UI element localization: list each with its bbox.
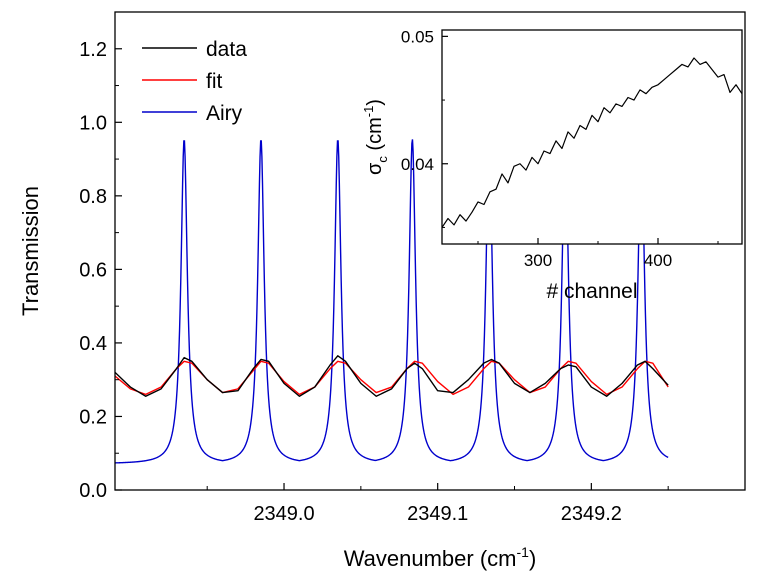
inset-x-tick-label: 300	[524, 251, 552, 270]
main-y-axis-title: Transmission	[18, 186, 43, 316]
inset-background	[442, 30, 742, 244]
main-legend: data fit Airy	[142, 38, 247, 125]
main-x-tick-label: 2349.0	[253, 503, 314, 525]
main-x-axis-title-tail: )	[529, 546, 536, 571]
main-chart: 0.0 0.2 0.4 0.6 0.8 1.0 1.2 2349.0 2349.1 2349.2…	[18, 11, 746, 571]
inset-y-tick-label: 0.04	[401, 155, 434, 174]
inset-y-tick-label: 0.05	[401, 27, 434, 46]
main-y-axis-ticks: 0.0 0.2 0.4 0.6 0.8 1.0 1.2	[79, 39, 122, 502]
main-y-tick-label: 0.6	[79, 259, 107, 281]
main-y-tick-label: 0.2	[79, 406, 107, 428]
inset-y-axis-title-tail: )	[364, 99, 386, 106]
main-plot-frame	[114, 11, 746, 491]
inset-y-axis-ticks: 0.04 0.05	[401, 27, 448, 228]
inset-y-axis-title: σc (cm-1)	[361, 99, 390, 175]
main-series-group	[115, 139, 669, 464]
inset-series-group	[442, 57, 742, 228]
legend-label-airy: Airy	[206, 102, 243, 125]
legend-label-data: data	[206, 38, 247, 61]
main-y-tick-label: 1.2	[79, 39, 107, 61]
inset-y-axis-title-superscript: -1	[361, 106, 376, 118]
main-x-axis-ticks: 2349.0 2349.1 2349.2	[206, 483, 669, 525]
main-x-axis-title: Wavenumber (cm-1)	[344, 544, 537, 571]
main-y-tick-label: 0.8	[79, 186, 107, 208]
inset-series-line	[442, 57, 742, 228]
inset-x-axis-ticks: 300 400	[477, 238, 719, 270]
inset-plot-frame	[441, 29, 743, 245]
main-x-axis-title-superscript: -1	[517, 544, 530, 560]
inset-y-axis-title-unit: (cm	[364, 117, 386, 156]
main-y-tick-label: 0.0	[79, 480, 107, 502]
inset-chart: 0.04 0.05 300 400 # channel σc (cm-1)	[361, 27, 743, 303]
main-x-tick-label: 2349.2	[561, 503, 622, 525]
inset-y-axis-title-subscript: c	[375, 156, 390, 163]
inset-x-tick-label: 400	[644, 251, 672, 270]
inset-x-axis-title: # channel	[546, 280, 637, 303]
main-x-tick-label: 2349.1	[407, 503, 468, 525]
main-y-tick-label: 0.4	[79, 333, 107, 355]
series-line-airy	[115, 139, 669, 464]
legend-label-fit: fit	[206, 70, 223, 93]
series-line-data	[115, 355, 669, 397]
main-y-tick-label: 1.0	[79, 112, 107, 134]
